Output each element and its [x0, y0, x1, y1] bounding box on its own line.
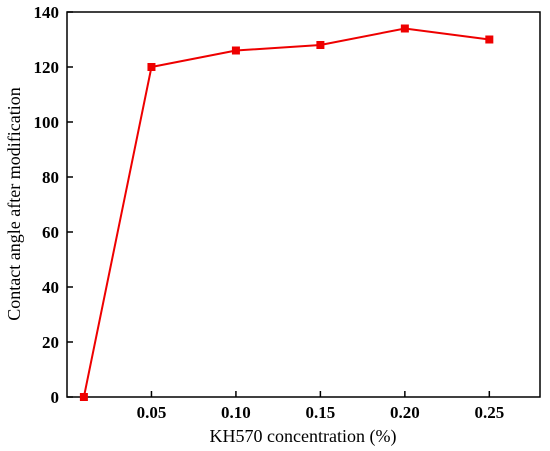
y-tick-label: 140: [34, 3, 60, 22]
y-tick-label: 0: [51, 388, 60, 407]
plot-frame: [66, 11, 541, 398]
data-point: [79, 393, 88, 401]
data-point: [147, 63, 156, 71]
y-axis-label: Contact angle after modification: [4, 87, 24, 320]
series-layer: [79, 24, 494, 401]
x-axis-label: KH570 concentration (%): [210, 426, 397, 447]
x-tick-label: 0.10: [221, 403, 251, 422]
y-tick-label: 80: [42, 168, 59, 187]
x-tick-label: 0.20: [390, 403, 420, 422]
x-tick-label: 0.05: [137, 403, 167, 422]
data-point: [400, 24, 409, 33]
data-point: [316, 41, 325, 49]
y-tick-label: 40: [42, 278, 59, 297]
data-point: [485, 35, 494, 44]
y-tick-label: 20: [42, 333, 59, 352]
x-axis-ticks: 0.05 0.10 0.15 0.20 0.25: [137, 391, 504, 422]
axes: [66, 11, 541, 398]
y-tick-label: 100: [34, 113, 60, 132]
x-tick-label: 0.15: [306, 403, 336, 422]
series-line: [82, 27, 490, 398]
y-tick-label: 120: [34, 58, 60, 77]
y-axis-ticks: 0 20 40 60 80 100 120 140: [34, 3, 73, 407]
data-point: [231, 46, 240, 55]
x-tick-label: 0.25: [474, 403, 504, 422]
y-tick-label: 60: [42, 223, 59, 242]
